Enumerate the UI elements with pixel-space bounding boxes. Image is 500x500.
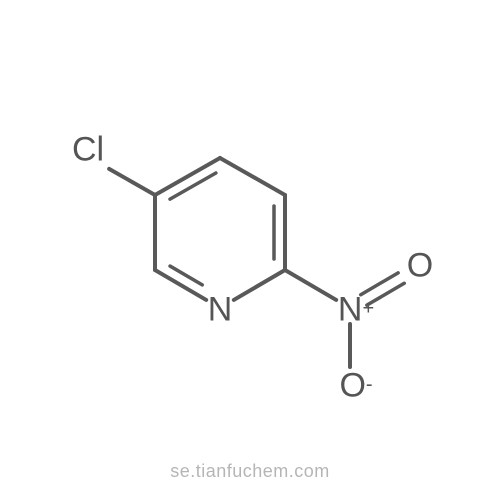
atom-o-neg: O- [339,367,372,406]
atom-o-neg-symbol: O [339,367,365,405]
atom-o-double: O [407,247,433,286]
atom-n-nitro-charge: + [362,298,374,320]
atom-n-nitro-symbol: N [338,291,363,329]
atom-n-nitro: N+ [338,291,374,330]
molecule-canvas: Cl N N+ O O- se.tianfuchem.com [0,0,500,500]
atom-n-ring: N [208,291,233,330]
atom-cl: Cl [72,131,104,170]
atom-o-neg-charge: - [366,374,373,396]
watermark: se.tianfuchem.com [170,461,330,482]
